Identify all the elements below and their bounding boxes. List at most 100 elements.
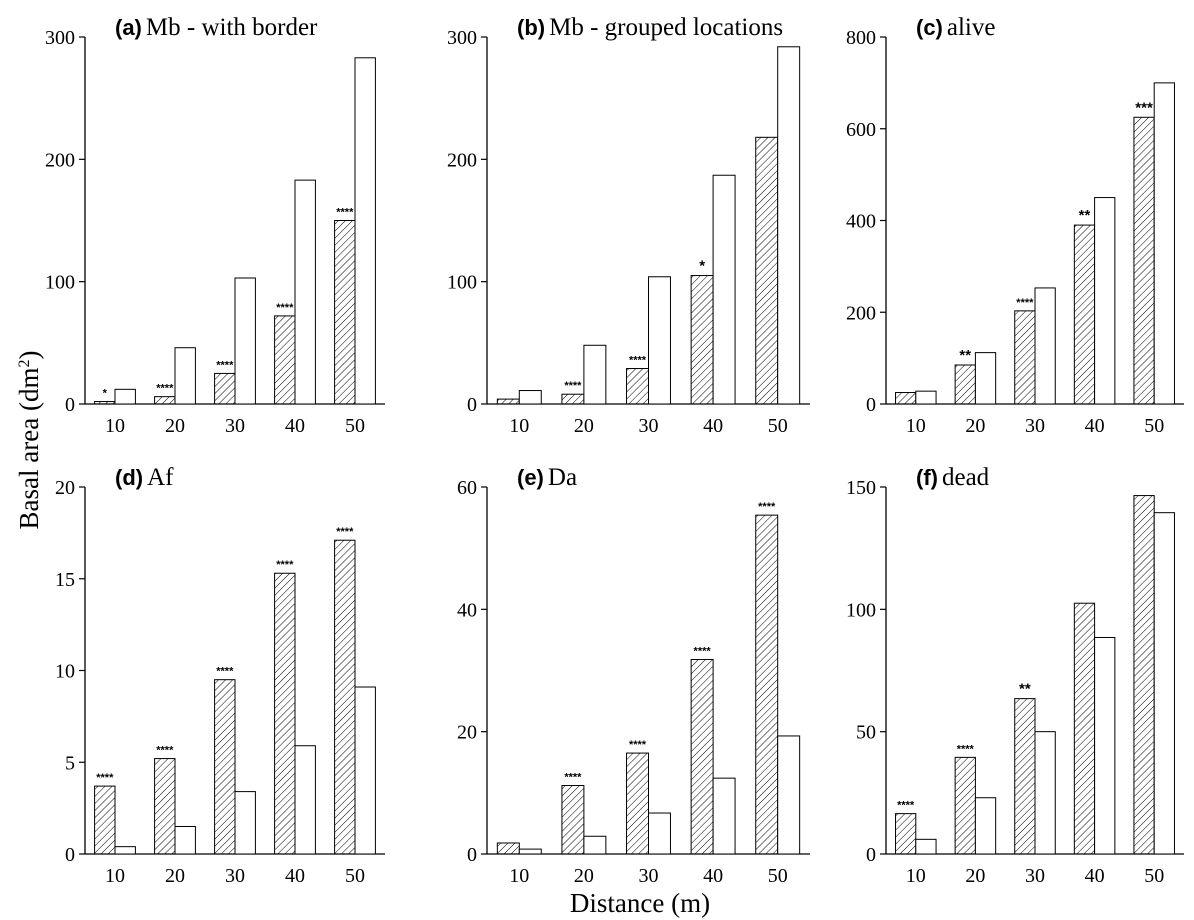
- x-tick-label: 40: [1085, 415, 1105, 437]
- bar-open: [234, 277, 256, 405]
- bar-hatched: [274, 315, 296, 405]
- x-tick-label: 50: [345, 865, 365, 887]
- bar-open: [974, 352, 997, 405]
- bar-open: [114, 388, 136, 405]
- bar-open: [174, 347, 196, 405]
- bar-hatched: [1133, 495, 1155, 855]
- significance-label: ****: [336, 526, 354, 538]
- significance-label: ****: [758, 501, 776, 513]
- x-tick-label: 40: [1085, 865, 1105, 887]
- panel-b: 0 100 200 300 10 20 **** 30 **** 40 * 50 (b) Mb - gro…: [447, 14, 810, 437]
- bar-open: [712, 777, 736, 855]
- x-tick-label: 20: [165, 865, 185, 887]
- bar-open: [174, 825, 196, 855]
- x-tick-label: 30: [639, 415, 659, 437]
- x-tick-label: 30: [1025, 865, 1045, 887]
- bar-open: [915, 838, 937, 855]
- bar-hatched: [154, 758, 176, 855]
- panel-e: 0 20 40 60 10 20 **** 30 **** 40 **** 50 **** (e) Da: [457, 464, 810, 887]
- x-tick-label: 40: [285, 415, 305, 437]
- bar-hatched: [561, 784, 585, 855]
- y-tick-label: 100: [45, 272, 75, 294]
- significance-label: ****: [216, 666, 234, 678]
- bar-hatched: [1073, 602, 1096, 855]
- bar-hatched: [1014, 310, 1036, 405]
- x-tick-label: 50: [1144, 415, 1164, 437]
- x-tick-label: 10: [906, 415, 926, 437]
- bar-open: [294, 179, 316, 405]
- y-tick-label: 60: [457, 477, 477, 499]
- x-tick-label: 20: [574, 415, 594, 437]
- bar-hatched: [334, 220, 356, 405]
- y-tick-label: 20: [55, 477, 75, 499]
- panel-title: (c) alive: [916, 14, 995, 41]
- x-tick-label: 10: [105, 865, 125, 887]
- significance-label: ****: [564, 380, 582, 392]
- bar-hatched: [626, 368, 650, 405]
- x-tick-label: 10: [509, 865, 529, 887]
- bar-hatched: [895, 813, 917, 855]
- y-tick-label: 5: [65, 752, 75, 774]
- y-tick-label: 20: [457, 722, 477, 744]
- x-tick-label: 40: [285, 865, 305, 887]
- bar-open: [518, 390, 542, 405]
- y-tick-label: 200: [447, 149, 477, 171]
- bar-open: [1034, 287, 1056, 405]
- panel-c: 0 200 400 600 800 10 20 ** 30 **** 40 ** 50 *** (c) ali…: [846, 14, 1184, 437]
- y-axis-title: Basal area (dm2): [14, 351, 44, 530]
- bar-hatched: [154, 396, 176, 405]
- significance-label: *: [103, 388, 108, 400]
- bar-hatched: [496, 398, 520, 405]
- bar-hatched: [334, 539, 356, 855]
- panel-d: 0 5 10 15 20 10 **** 20 **** 30 **** 40 **** 50 **** (d…: [55, 464, 385, 887]
- x-tick-label: 50: [1144, 865, 1164, 887]
- y-tick-label: 0: [866, 394, 876, 416]
- bar-hatched: [1073, 224, 1096, 405]
- bar-open: [234, 791, 256, 855]
- bar-hatched: [626, 752, 650, 855]
- significance-label: ****: [156, 745, 174, 757]
- bar-open: [777, 735, 801, 855]
- significance-label: **: [1019, 681, 1031, 698]
- bar-hatched: [1014, 698, 1036, 855]
- significance-label: **: [959, 347, 971, 364]
- panel-title: (d) Af: [115, 464, 174, 491]
- y-tick-label: 200: [846, 302, 876, 324]
- panel-a: 0 100 200 300 10 * 20 **** 30 **** 40 **** 50 **** (a)…: [45, 14, 385, 437]
- bar-open: [915, 390, 937, 405]
- bar-open: [518, 848, 542, 855]
- bar-hatched: [755, 136, 779, 405]
- x-tick-label: 40: [703, 415, 723, 437]
- bar-hatched: [690, 275, 714, 405]
- x-tick-label: 40: [703, 865, 723, 887]
- bar-open: [1094, 636, 1116, 855]
- panel-title: (b) Mb - grouped locations: [517, 14, 783, 41]
- significance-label: ****: [629, 355, 647, 367]
- panels-group: 010020030010*20****30****40****50****(a)…: [45, 14, 1184, 887]
- bar-open: [648, 276, 671, 405]
- bar-open: [1034, 731, 1056, 855]
- significance-label: ****: [96, 772, 114, 784]
- panel-f: 0 50 100 150 10 **** 20 **** 30 ** 40 50 (f) dead: [846, 464, 1184, 887]
- y-tick-label: 0: [467, 394, 477, 416]
- bar-open: [1153, 512, 1175, 855]
- y-tick-label: 0: [866, 844, 876, 866]
- significance-label: ****: [156, 383, 174, 395]
- x-tick-label: 30: [225, 865, 245, 887]
- x-tick-label: 30: [1025, 415, 1045, 437]
- significance-label: ****: [216, 359, 234, 371]
- y-tick-label: 400: [846, 211, 876, 233]
- x-tick-label: 20: [574, 865, 594, 887]
- bar-hatched: [895, 392, 917, 405]
- significance-label: ****: [336, 207, 354, 219]
- significance-label: ****: [276, 559, 294, 571]
- y-tick-label: 0: [65, 394, 75, 416]
- y-tick-label: 100: [447, 272, 477, 294]
- bar-open: [648, 812, 671, 855]
- significance-label: ****: [1016, 297, 1034, 309]
- x-tick-label: 30: [639, 865, 659, 887]
- significance-label: ****: [276, 302, 294, 314]
- y-tick-label: 300: [447, 27, 477, 49]
- bar-open: [354, 57, 376, 405]
